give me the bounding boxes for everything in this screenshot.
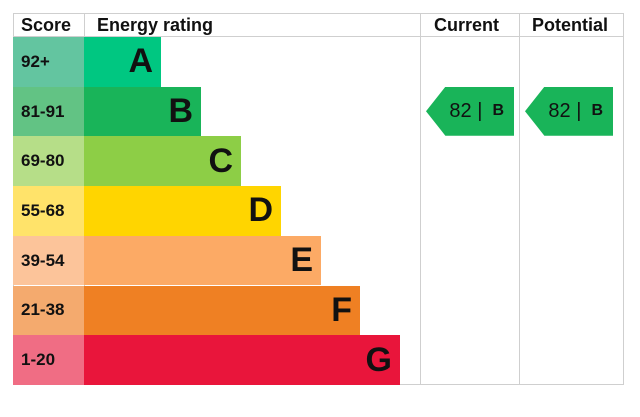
score-cell-f: 21-38 [13, 285, 84, 336]
divider [519, 13, 520, 385]
energy-rating-chart: Score Energy rating Current Potential 92… [13, 13, 624, 385]
header-potential: Potential [532, 15, 609, 35]
potential-letter: B [591, 102, 603, 120]
score-cell-d: 55-68 [13, 186, 84, 236]
header-score: Score [21, 15, 72, 35]
current-letter: B [492, 102, 504, 120]
header-current: Current [434, 15, 500, 35]
potential-value: 82 [548, 99, 571, 122]
score-cell-b: 81-91 [13, 86, 84, 137]
band-bar-b: B [84, 86, 201, 137]
score-cell-g: 1-20 [13, 335, 84, 385]
score-cell-c: 69-80 [13, 136, 84, 187]
band-bar-g: G [84, 335, 400, 385]
separator: | [477, 99, 483, 122]
header-energy-rating: Energy rating [97, 15, 214, 35]
score-cell-a: 92+ [13, 37, 84, 87]
band-bar-f: F [84, 285, 360, 336]
potential-rating-arrow: 82 | B [525, 86, 613, 136]
divider [13, 13, 624, 14]
divider [13, 36, 624, 37]
separator: | [576, 99, 582, 122]
band-bar-e: E [84, 235, 321, 286]
score-cell-e: 39-54 [13, 235, 84, 286]
divider [420, 13, 421, 385]
current-value: 82 [449, 99, 472, 122]
current-rating-arrow: 82 | B [426, 86, 514, 136]
band-bar-a: A [84, 37, 161, 87]
band-bar-c: C [84, 136, 241, 187]
divider [623, 13, 624, 385]
band-bar-d: D [84, 186, 281, 236]
